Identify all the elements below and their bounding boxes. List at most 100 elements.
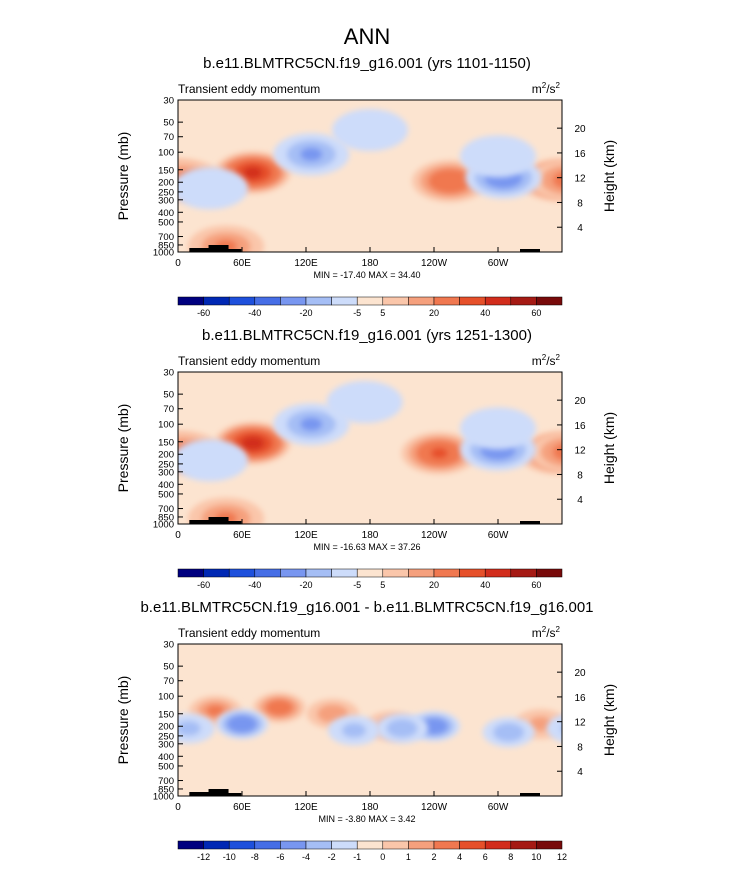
colorbar-box: [305, 840, 332, 850]
panels: b.e11.BLMTRC5CN.f19_g16.001 (yrs 1101-11…: [115, 55, 617, 862]
y-tick-label: 50: [163, 662, 174, 673]
colorbar-label: 6: [483, 852, 488, 862]
colorbar-box: [331, 296, 358, 306]
colorbar-box: [280, 568, 307, 578]
colorbar-label: 40: [480, 580, 490, 590]
y-tick-label: 200: [158, 178, 174, 189]
colorbar-box: [536, 568, 563, 578]
colorbar-box: [280, 840, 307, 850]
contour-level: [240, 436, 265, 451]
panel-2: b.e11.BLMTRC5CN.f19_g16.001 (yrs 1251-13…: [115, 327, 617, 590]
y-tick-label: 30: [163, 640, 174, 651]
colorbar-label: 0: [380, 852, 385, 862]
x-tick-label: 180: [362, 258, 379, 269]
colorbar-box: [433, 296, 460, 306]
contour-blob: [482, 717, 535, 748]
y-tick-label: 100: [158, 148, 174, 159]
colorbar-label: 40: [480, 308, 490, 318]
contour-blob: [178, 167, 248, 210]
contour-blob: [188, 225, 264, 252]
y-tick-label: 1000: [153, 248, 174, 259]
x-tick-label: 120E: [294, 530, 318, 541]
x-tick-label: 180: [362, 802, 379, 813]
units-label: m2/s2: [532, 81, 561, 96]
colorbar-box: [510, 296, 537, 306]
contour-level: [529, 431, 562, 473]
topography: [520, 793, 540, 796]
topography: [520, 249, 540, 252]
colorbar-box: [484, 840, 512, 850]
colorbar-label: 60: [531, 580, 541, 590]
colorbar-label: -5: [353, 308, 361, 318]
colorbar-box: [356, 568, 384, 578]
contour-blob: [326, 381, 403, 424]
x-tick-label: 60W: [488, 802, 509, 813]
x-tick-label: 120W: [421, 530, 448, 541]
colorbar-label: 20: [429, 580, 439, 590]
x-tick-label: 60E: [233, 802, 251, 813]
y2-axis-label: Height (km): [601, 412, 617, 484]
y-tick-label: 850: [158, 240, 174, 251]
colorbar-box: [510, 840, 537, 850]
colorbar-box: [177, 568, 204, 578]
panel-title: b.e11.BLMTRC5CN.f19_g16.001 (yrs 1101-11…: [203, 55, 531, 72]
y2-tick-label: 12: [574, 174, 586, 185]
colorbar-box: [408, 840, 435, 850]
colorbar-box: [382, 840, 409, 850]
contour-blob: [328, 715, 380, 746]
colorbar-box: [484, 568, 512, 578]
colorbar-box: [331, 840, 358, 850]
y2-tick-label: 4: [577, 223, 583, 234]
units-label: m2/s2: [532, 353, 561, 368]
colorbar-box: [382, 296, 409, 306]
colorbar-box: [356, 840, 384, 850]
y-tick-label: 70: [163, 132, 174, 143]
colorbar-box: [228, 840, 256, 850]
contour-blob: [216, 709, 268, 740]
y2-tick-label: 16: [574, 693, 586, 704]
colorbar-label: -2: [328, 852, 336, 862]
x-tick-label: 60E: [233, 258, 251, 269]
y-tick-label: 50: [163, 118, 174, 129]
panel-subtitle: Transient eddy momentum: [178, 626, 320, 640]
contour-blob: [273, 133, 350, 176]
y-tick-label: 400: [158, 752, 174, 763]
contour-level: [178, 715, 183, 733]
contour-level: [460, 407, 536, 450]
contour-level: [341, 722, 367, 738]
contour-blob: [178, 439, 248, 482]
colorbar-label: -40: [248, 308, 261, 318]
y2-tick-label: 20: [574, 124, 586, 135]
contour-field: [178, 100, 562, 252]
colorbar-box: [433, 840, 460, 850]
x-tick-label: 60W: [488, 258, 509, 269]
colorbar-box: [203, 296, 230, 306]
y-tick-label: 200: [158, 722, 174, 733]
y-tick-label: 300: [158, 467, 174, 478]
colorbar-label: 5: [380, 308, 385, 318]
y-tick-label: 150: [158, 437, 174, 448]
y2-tick-label: 16: [574, 149, 586, 160]
contour-field: [178, 372, 562, 524]
y-tick-label: 850: [158, 784, 174, 795]
contour-blob: [460, 135, 536, 178]
x-tick-label: 0: [175, 258, 181, 269]
minmax-text: MIN = -3.80 MAX = 3.42: [318, 814, 415, 824]
colorbar-label: -20: [299, 308, 312, 318]
x-tick-label: 120W: [421, 258, 448, 269]
colorbar-box: [459, 296, 486, 306]
y-tick-label: 30: [163, 368, 174, 379]
colorbar-label: -5: [353, 580, 361, 590]
contour-level: [326, 381, 403, 424]
y2-tick-label: 12: [574, 446, 586, 457]
minmax-text: MIN = -17.40 MAX = 34.40: [313, 270, 420, 280]
colorbar-label: 12: [557, 852, 567, 862]
contour-level: [552, 171, 562, 189]
colorbar-box: [203, 840, 230, 850]
y-tick-label: 500: [158, 217, 174, 228]
colorbar-box: [408, 568, 435, 578]
contour-blob: [401, 432, 478, 475]
colorbar-label: -8: [251, 852, 259, 862]
contour-level: [552, 443, 562, 461]
